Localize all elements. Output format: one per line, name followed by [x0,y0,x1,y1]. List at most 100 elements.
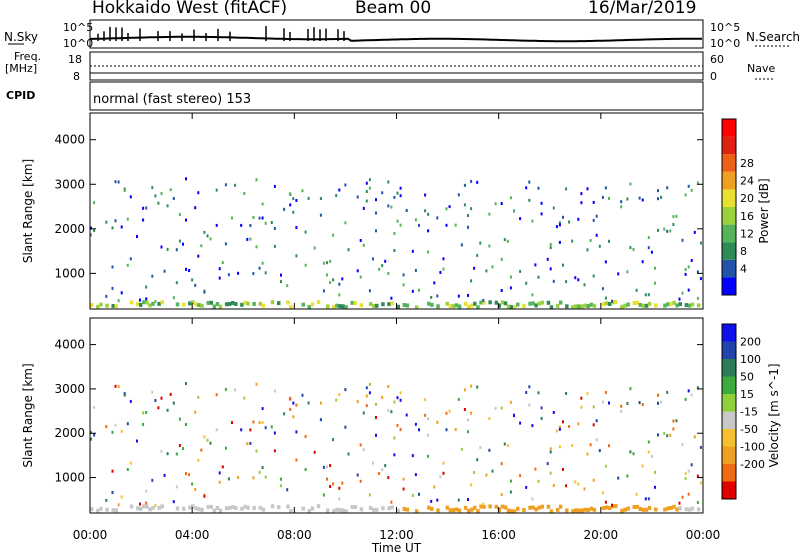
velocity-cell [608,506,612,510]
power-cell [506,239,509,243]
velocity-cell [589,443,592,447]
power-cell [608,239,610,243]
velocity-cell [681,495,684,499]
power-cell [145,300,149,305]
power-cell [353,301,358,306]
power-cell [473,301,477,306]
power-cell [427,301,431,306]
velocity-cell [332,482,335,486]
power-cell [513,305,517,310]
velocity-cell [525,391,528,394]
power-cell [470,303,474,308]
velocity-cell [191,482,194,486]
power-cell [227,273,230,277]
power-cell [114,219,117,223]
power-cell [194,283,197,287]
colorbar-tick-label: 24 [740,175,754,188]
power-cell [237,271,240,275]
power-cell [611,299,613,303]
velocity-cell [537,505,541,510]
power-cell [402,303,407,307]
power-cell [338,293,341,297]
velocity-cell [696,386,699,390]
velocity-cell [650,455,653,458]
power-cell [145,285,148,289]
velocity-cell [445,505,449,510]
power-cell [139,302,143,307]
power-cell [246,237,249,241]
power-cell [684,303,689,308]
power-cell [470,279,473,283]
velocity-cell [261,407,264,411]
power-cell [604,296,607,300]
power-cell [261,303,266,308]
velocity-cell [105,425,108,429]
velocity-cell [509,490,512,494]
power-cell [96,304,100,309]
power-cell [424,193,427,197]
velocity-cell [552,484,555,487]
colorbar-tick-label: 28 [740,157,754,170]
power-cell [390,205,393,209]
velocity-cell [558,504,563,509]
power-cell [467,293,469,297]
velocity-cell [476,385,479,389]
power-cell [224,302,229,307]
power-cell [215,302,220,306]
power-cell [641,198,644,202]
power-cell [534,263,537,267]
power-cell [604,186,607,190]
velocity-cell [93,405,96,409]
velocity-cell [629,450,632,454]
power-cell [433,281,436,285]
power-cell [494,202,497,206]
power-cell [623,303,627,308]
power-cell [635,288,638,292]
colorbar-segment [722,207,736,225]
noise-right-tick-top: 10^5 [710,21,741,34]
power-cell [488,212,491,216]
power-cell [295,226,298,229]
velocity-cell [522,508,526,512]
power-cell [332,278,335,282]
power-cell [261,261,264,265]
power-cell [562,263,564,267]
velocity-cell [592,423,595,427]
velocity-cell [503,505,508,510]
velocity-cell [261,507,266,512]
velocity-cell [537,391,540,395]
nsky-label: N.Sky [4,30,39,44]
velocity-cell [90,437,92,441]
power-cell [555,303,560,308]
y-tick-label: 2000 [54,222,85,236]
power-cell [347,248,350,252]
velocity-cell [399,391,402,395]
velocity-cell [289,407,292,411]
power-cell [467,225,469,229]
power-cell [344,305,348,310]
velocity-cell [178,417,181,421]
velocity-cell [261,466,264,469]
velocity-cell [414,509,419,514]
velocity-cell [681,443,684,447]
velocity-cell [540,406,543,410]
velocity-cell [641,507,646,512]
power-cell [332,305,336,309]
velocity-cell [635,504,640,509]
velocity-cell [506,508,511,513]
velocity-cell [402,507,407,511]
power-cell [699,241,702,245]
velocity-cell [307,401,310,405]
power-cell [647,236,650,240]
velocity-heatmap [90,382,702,514]
velocity-cell [390,500,393,504]
power-cell [286,300,290,305]
power-cell [393,195,396,199]
power-cell [604,260,607,264]
velocity-cell [436,420,439,424]
velocity-cell [418,492,420,496]
power-cell [185,177,187,181]
power-cell [234,183,237,187]
power-cell [476,305,480,310]
panel-frame [89,317,704,514]
